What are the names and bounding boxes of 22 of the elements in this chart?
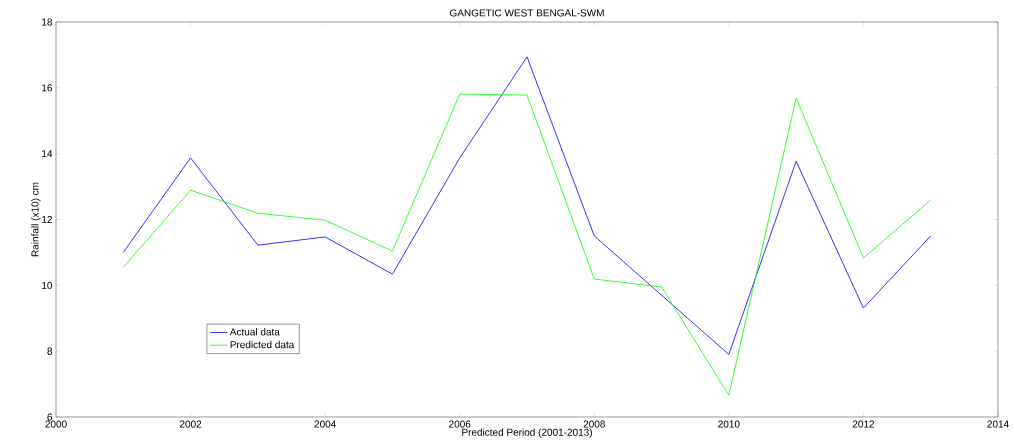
y-tick-label: 8: [47, 347, 53, 355]
legend-label: Predicted data: [230, 340, 295, 349]
x-tick-label: 2014: [987, 420, 1009, 428]
x-tick-label: 2012: [852, 420, 875, 428]
x-tick-label: 2002: [179, 420, 202, 428]
x-tick-label: 2000: [45, 420, 67, 428]
y-tick-label: 16: [42, 84, 53, 92]
chart-title: GANGETIC WEST BENGAL-SWM: [450, 9, 604, 17]
y-tick-label: 12: [42, 216, 52, 223]
x-tick-label: 2008: [583, 420, 605, 428]
y-tick-label: 6: [47, 413, 53, 421]
x-tick-label: 2004: [314, 420, 336, 428]
x-tick-label: 2010: [718, 420, 740, 428]
y-tick-label: 14: [42, 150, 53, 158]
y-tick-label: 18: [42, 18, 53, 26]
y-tick-label: 10: [42, 281, 53, 289]
line-series: [122, 56, 932, 355]
y-axis-title: Rainfall (x10) cm: [31, 182, 41, 257]
x-tick-label: 2006: [449, 420, 471, 428]
line-series: [122, 93, 932, 396]
legend-label: Actual data: [229, 328, 280, 336]
x-axis-title: Predicted Period (2001-2013): [462, 428, 592, 438]
